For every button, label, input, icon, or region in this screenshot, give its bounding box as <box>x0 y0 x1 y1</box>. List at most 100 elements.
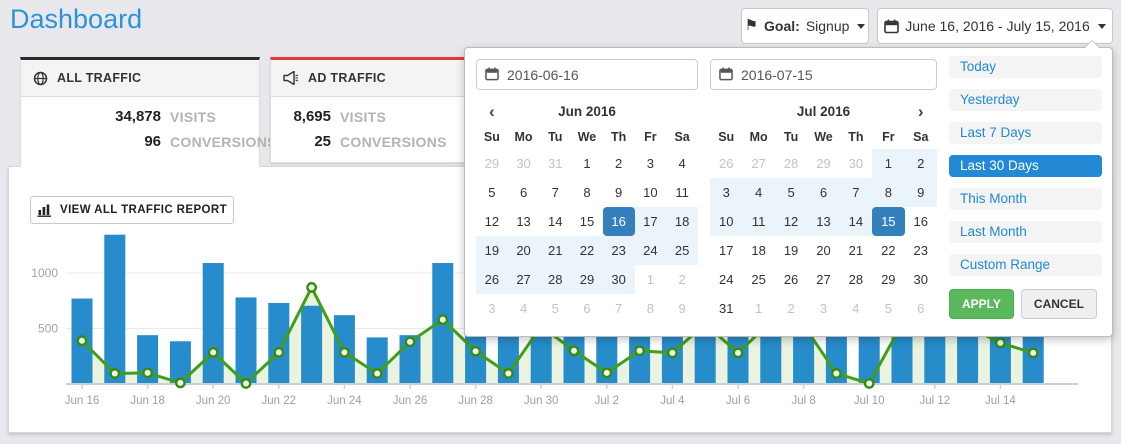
calendar-day[interactable]: 1 <box>872 149 905 178</box>
calendar-day[interactable]: 10 <box>710 207 743 236</box>
calendar-day[interactable]: 20 <box>816 243 831 258</box>
calendar-day[interactable]: 29 <box>571 265 603 294</box>
calendar-day[interactable]: 13 <box>807 207 840 236</box>
calendar-day[interactable]: 30 <box>602 265 635 294</box>
calendar-day[interactable]: 18 <box>666 207 698 236</box>
calendar-day[interactable]: 23 <box>602 236 635 265</box>
calendar-day[interactable]: 5 <box>551 301 559 316</box>
calendar-day[interactable]: 6 <box>917 301 925 316</box>
calendar-day[interactable]: 20 <box>507 236 540 265</box>
calendar-day[interactable]: 6 <box>583 301 591 316</box>
calendar-day[interactable]: 21 <box>848 243 864 258</box>
view-all-traffic-report-button[interactable]: VIEW ALL TRAFFIC REPORT <box>30 196 234 224</box>
date-range-button[interactable]: June 16, 2016 - July 15, 2016 <box>877 8 1113 44</box>
calendar-day[interactable]: 29 <box>881 272 896 287</box>
calendar-day[interactable]: 5 <box>774 178 808 207</box>
calendar-day[interactable]: 11 <box>742 207 775 236</box>
calendar-day[interactable]: 7 <box>615 301 623 316</box>
calendar-day[interactable]: 2 <box>678 272 686 287</box>
range-option-custom-range[interactable]: Custom Range <box>949 254 1102 276</box>
calendar-day[interactable]: 28 <box>848 272 864 287</box>
calendar-day[interactable]: 22 <box>571 236 603 265</box>
calendar-day[interactable]: 13 <box>516 214 531 229</box>
calendar-day[interactable]: 19 <box>783 243 799 258</box>
goal-selector-button[interactable]: ⚑ Goal: Signup <box>741 8 869 44</box>
calendar-day[interactable]: 9 <box>615 185 623 200</box>
calendar-day[interactable]: 4 <box>519 301 528 316</box>
calendar-day[interactable]: 30 <box>848 156 864 171</box>
calendar-day[interactable]: 4 <box>678 156 686 171</box>
calendar-day[interactable]: 18 <box>751 243 766 258</box>
calendar-day[interactable]: 15 <box>579 214 595 229</box>
next-month-icon[interactable]: › <box>917 101 924 121</box>
start-date-input[interactable] <box>476 59 698 90</box>
calendar-day[interactable]: 2 <box>787 301 795 316</box>
range-option-yesterday[interactable]: Yesterday <box>949 89 1102 111</box>
calendar-day[interactable]: 12 <box>484 214 500 229</box>
calendar-day[interactable]: 4 <box>852 301 860 316</box>
calendar-day[interactable]: 29 <box>484 156 500 171</box>
calendar-day[interactable]: 25 <box>751 272 766 287</box>
calendar-day[interactable]: 5 <box>884 301 892 316</box>
calendar-day[interactable]: 8 <box>646 301 654 316</box>
calendar-day[interactable]: 15 <box>872 207 905 236</box>
calendar-day[interactable]: 5 <box>488 185 496 200</box>
calendar-day[interactable]: 22 <box>881 243 896 258</box>
calendar-day[interactable]: 24 <box>718 272 734 287</box>
calendar-day[interactable]: 3 <box>710 178 743 207</box>
calendar-day[interactable]: 31 <box>548 156 563 171</box>
end-date-input[interactable] <box>710 59 937 90</box>
calendar-day[interactable]: 21 <box>539 236 572 265</box>
calendar-day[interactable]: 30 <box>913 272 928 287</box>
calendar-day[interactable]: 8 <box>583 185 591 200</box>
calendar-day[interactable]: 2 <box>615 156 623 171</box>
calendar-day[interactable]: 17 <box>718 243 734 258</box>
calendar-day[interactable]: 3 <box>819 301 828 316</box>
calendar-day[interactable]: 11 <box>675 185 689 200</box>
range-option-last-7-days[interactable]: Last 7 Days <box>949 122 1102 144</box>
range-option-last-30-days[interactable]: Last 30 Days <box>949 155 1102 177</box>
calendar-day[interactable]: 1 <box>646 272 654 287</box>
calendar-day[interactable]: 2 <box>904 149 937 178</box>
calendar-day[interactable]: 16 <box>913 214 928 229</box>
calendar-day[interactable]: 28 <box>783 156 799 171</box>
calendar-day[interactable]: 8 <box>872 178 905 207</box>
all-traffic-card[interactable]: ALL TRAFFIC 34,878 VISITS 96 CONVERSIONS <box>20 57 276 167</box>
calendar-day[interactable]: 26 <box>476 265 508 294</box>
calendar-day[interactable]: 26 <box>718 156 734 171</box>
calendar-day[interactable]: 9 <box>904 178 937 207</box>
calendar-day[interactable]: 26 <box>783 272 799 287</box>
calendar-day[interactable]: 3 <box>488 301 496 316</box>
calendar-day[interactable]: 7 <box>839 178 873 207</box>
calendar-day[interactable]: 17 <box>634 207 667 236</box>
calendar-day[interactable]: 19 <box>476 236 508 265</box>
calendar-day[interactable]: 12 <box>774 207 808 236</box>
cancel-button[interactable]: CANCEL <box>1020 289 1097 319</box>
range-option-today[interactable]: Today <box>949 56 1102 78</box>
apply-button[interactable]: APPLY <box>949 289 1014 319</box>
calendar-day[interactable]: 3 <box>646 156 654 171</box>
range-option-last-month[interactable]: Last Month <box>949 221 1102 243</box>
calendar-day[interactable]: 6 <box>519 185 528 200</box>
calendar-day[interactable]: 16 <box>602 207 635 236</box>
prev-month-icon[interactable]: ‹ <box>489 101 495 121</box>
calendar-day[interactable]: 9 <box>678 301 686 316</box>
calendar-day[interactable]: 6 <box>807 178 840 207</box>
calendar-day[interactable]: 27 <box>751 156 766 171</box>
calendar-day[interactable]: 25 <box>666 236 698 265</box>
range-option-this-month[interactable]: This Month <box>949 188 1102 210</box>
calendar-day[interactable]: 27 <box>507 265 540 294</box>
calendar-day[interactable]: 24 <box>634 236 667 265</box>
calendar-day[interactable]: 23 <box>913 243 928 258</box>
calendar-day[interactable]: 1 <box>755 301 763 316</box>
calendar-day[interactable]: 1 <box>583 156 591 171</box>
calendar-day[interactable]: 29 <box>816 156 831 171</box>
calendar-day[interactable]: 30 <box>516 156 531 171</box>
calendar-day[interactable]: 10 <box>643 185 658 200</box>
calendar-day[interactable]: 7 <box>551 185 559 200</box>
calendar-day[interactable]: 31 <box>718 301 734 316</box>
calendar-day[interactable]: 27 <box>816 272 831 287</box>
calendar-day[interactable]: 4 <box>742 178 775 207</box>
calendar-day[interactable]: 28 <box>539 265 572 294</box>
calendar-day[interactable]: 14 <box>548 214 563 229</box>
